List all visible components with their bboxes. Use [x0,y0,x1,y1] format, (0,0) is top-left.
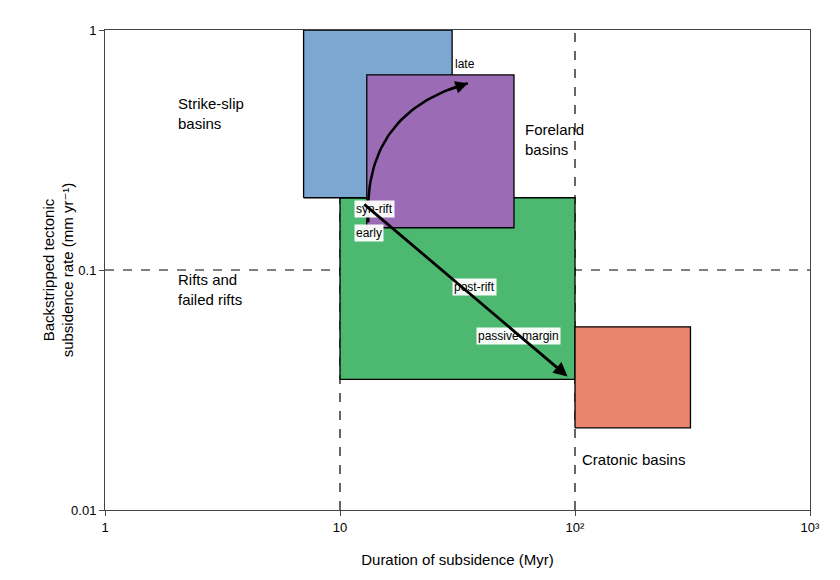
svg-text:post-rift: post-rift [454,280,495,294]
svg-text:Duration of subsidence (Myr): Duration of subsidence (Myr) [361,551,554,568]
svg-text:0.1: 0.1 [78,263,96,278]
svg-text:Rifts andfailed rifts: Rifts andfailed rifts [178,271,242,308]
svg-text:0.01: 0.01 [71,503,96,518]
svg-text:early: early [356,226,382,240]
svg-text:10³: 10³ [801,520,820,535]
svg-text:Forelandbasins: Forelandbasins [525,121,584,158]
svg-text:passive margin: passive margin [478,329,559,343]
svg-text:1: 1 [101,520,108,535]
svg-text:10: 10 [333,520,347,535]
svg-text:1: 1 [89,23,96,38]
svg-text:late: late [455,57,475,71]
svg-text:Cratonic basins: Cratonic basins [582,451,685,468]
svg-text:Strike-slipbasins: Strike-slipbasins [178,95,244,132]
svg-text:syn-rift: syn-rift [356,202,393,216]
svg-text:10²: 10² [566,520,585,535]
svg-text:Backstripped tectonicsubsidenc: Backstripped tectonicsubsidence rate (mm… [40,183,77,358]
